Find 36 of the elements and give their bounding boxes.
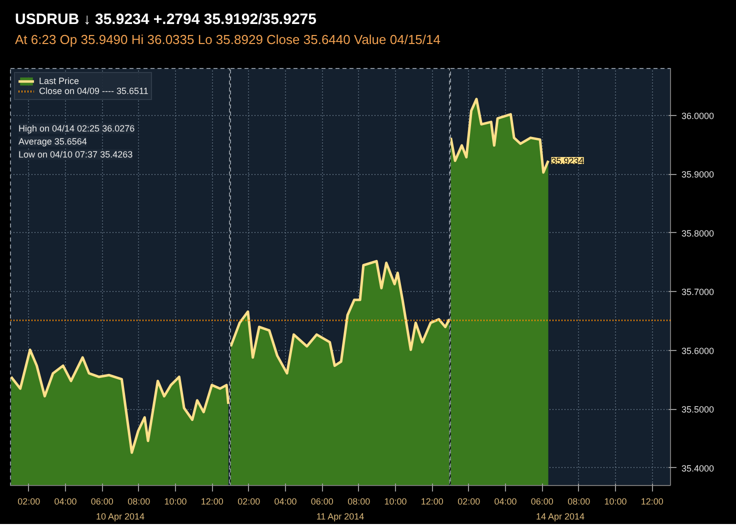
x-axis-title: 10 Apr 2014 — [96, 512, 145, 522]
chart-title: USDRUB ↓ 35.9234 +.2794 35.9192/35.9275 — [15, 11, 318, 28]
x-tick-label: 06:00 — [530, 496, 554, 506]
x-axis-title: 11 Apr 2014 — [316, 512, 364, 522]
x-axis-title: 14 Apr 2014 — [536, 512, 585, 522]
x-tick-label: 04:00 — [54, 496, 77, 506]
x-tick-label: 02:00 — [458, 496, 480, 506]
legend-label: Last Price — [39, 76, 80, 86]
x-tick-label: 04:00 — [494, 496, 517, 506]
annotation: 35.9234 — [551, 156, 584, 166]
x-tick-label: 06:00 — [90, 496, 114, 506]
x-tick-label: 08:00 — [348, 496, 370, 506]
y-tick-label: 35.8000 — [682, 228, 714, 238]
x-tick-label: 12:00 — [200, 496, 224, 506]
x-tick-label: 08:00 — [128, 496, 150, 506]
y-tick-label: 35.6000 — [682, 346, 714, 356]
annotation: Average 35.6564 — [18, 136, 87, 146]
x-tick-label: 10:00 — [164, 496, 187, 506]
x-tick-label: 12:00 — [640, 496, 664, 506]
annotation: High on 04/14 02:25 36.0276 — [18, 124, 135, 134]
y-tick-label: 35.4000 — [682, 463, 714, 474]
annotation: Low on 04/10 07:37 35.4263 — [18, 150, 133, 160]
x-tick-label: 04:00 — [274, 496, 297, 506]
x-tick-label: 08:00 — [568, 496, 590, 506]
y-tick-label: 35.7000 — [682, 287, 714, 298]
x-tick-label: 06:00 — [310, 496, 334, 506]
x-tick-label: 02:00 — [18, 496, 40, 506]
x-tick-label: 10:00 — [384, 496, 407, 506]
y-tick-label: 35.5000 — [682, 404, 714, 415]
chart-subtitle: At 6:23 Op 35.9490 Hi 36.0335 Lo 35.8929 Close 35.6440 Value 04/15/14 — [15, 32, 440, 47]
y-tick-label: 35.9000 — [682, 170, 714, 180]
x-tick-label: 12:00 — [420, 496, 444, 506]
x-tick-label: 02:00 — [238, 496, 260, 506]
legend-label: Close on 04/09 ---- 35.6511 — [39, 86, 148, 96]
y-tick-label: 36.0000 — [682, 110, 714, 121]
x-tick-label: 10:00 — [604, 496, 627, 506]
